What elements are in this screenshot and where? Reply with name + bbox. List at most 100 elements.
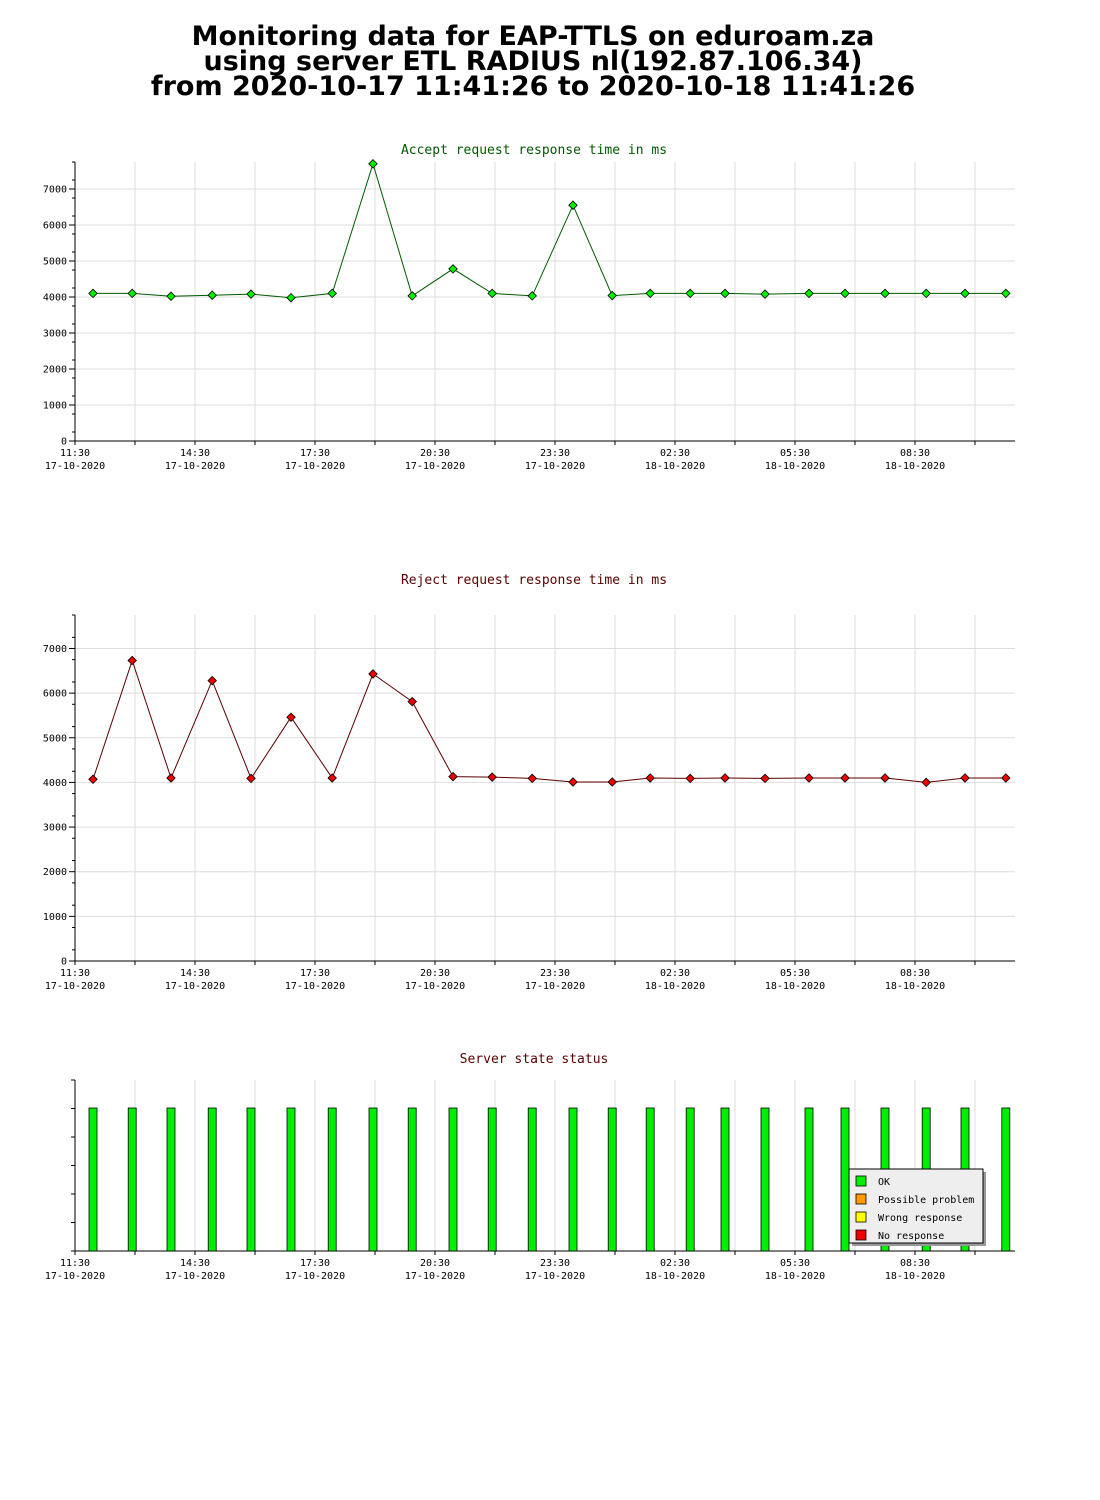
y-tick-label: 6000 [43, 221, 67, 232]
data-point [286, 712, 296, 723]
y-tick-label: 4000 [43, 293, 67, 304]
status-bar [487, 1107, 497, 1252]
data-point [487, 288, 497, 299]
y-tick-label: 2000 [43, 365, 67, 376]
data-point [246, 289, 256, 299]
x-tick-time-label: 02:30 [660, 1258, 690, 1269]
x-tick-time-label: 17:30 [300, 968, 330, 979]
legend-box [848, 1168, 984, 1244]
data-point [487, 772, 497, 782]
status-bar [760, 1107, 770, 1252]
series-line [93, 162, 1006, 299]
status-bar [246, 1107, 256, 1252]
data-point [127, 655, 137, 666]
x-tick-date-label: 17-10-2020 [165, 1271, 225, 1282]
status-bar [127, 1107, 137, 1252]
status-bar [607, 1107, 617, 1252]
page-title: Monitoring data for EAP-TTLS on eduroam.… [0, 21, 1066, 100]
data-point [760, 773, 770, 784]
data-point [960, 773, 970, 783]
x-tick-time-label: 20:30 [420, 1258, 450, 1269]
x-tick-time-label: 20:30 [420, 968, 450, 979]
x-tick-time-label: 11:30 [60, 968, 90, 979]
status-bar [327, 1107, 337, 1252]
x-tick-date-label: 18-10-2020 [645, 1271, 705, 1282]
y-tick-label: 7000 [43, 644, 67, 655]
status-bar [840, 1107, 850, 1252]
status-bar [407, 1107, 417, 1252]
x-tick-time-label: 02:30 [660, 448, 690, 459]
data-point [685, 773, 695, 784]
data-point [368, 159, 378, 169]
y-tick-label: 0 [61, 957, 67, 968]
data-point [607, 290, 617, 301]
data-point [804, 288, 814, 299]
x-tick-date-label: 17-10-2020 [165, 981, 225, 992]
x-tick-date-label: 17-10-2020 [525, 461, 585, 472]
x-tick-date-label: 17-10-2020 [285, 1271, 345, 1282]
data-point [804, 773, 814, 783]
data-point [166, 291, 176, 302]
status-bar [527, 1107, 537, 1252]
x-tick-time-label: 14:30 [180, 968, 210, 979]
data-point [720, 773, 730, 783]
x-tick-time-label: 05:30 [780, 1258, 810, 1269]
data-point [527, 291, 537, 301]
page-title-line-2: using server ETL RADIUS nl(192.87.106.34… [203, 46, 863, 77]
x-tick-date-label: 17-10-2020 [285, 981, 345, 992]
x-tick-date-label: 18-10-2020 [645, 461, 705, 472]
status-bar [448, 1107, 458, 1252]
data-point [327, 288, 337, 299]
data-point [246, 773, 256, 784]
x-tick-date-label: 17-10-2020 [45, 981, 105, 992]
legend-swatch [855, 1193, 867, 1205]
data-point [607, 777, 617, 787]
data-point [88, 774, 98, 785]
series-line [92, 658, 1006, 783]
data-point [645, 288, 655, 299]
data-point [1001, 288, 1011, 299]
data-point [568, 200, 578, 210]
x-tick-date-label: 18-10-2020 [765, 1271, 825, 1282]
data-point [166, 773, 176, 783]
legend-label: OK [878, 1177, 890, 1188]
x-tick-date-label: 17-10-2020 [405, 1271, 465, 1282]
y-tick-label: 3000 [43, 823, 67, 834]
x-tick-time-label: 11:30 [60, 1258, 90, 1269]
x-tick-time-label: 23:30 [540, 1258, 570, 1269]
data-point [407, 696, 417, 707]
data-point [921, 777, 931, 788]
data-point [527, 773, 537, 784]
page-title-line-1: Monitoring data for EAP-TTLS on eduroam.… [191, 21, 875, 52]
legend-swatch [855, 1211, 867, 1223]
data-point [960, 288, 970, 299]
legend-swatch [855, 1175, 867, 1187]
x-tick-date-label: 17-10-2020 [165, 461, 225, 472]
y-tick-label: 5000 [43, 257, 67, 268]
data-point [327, 773, 337, 783]
data-point [880, 773, 890, 783]
x-tick-time-label: 17:30 [300, 1258, 330, 1269]
x-tick-date-label: 18-10-2020 [645, 981, 705, 992]
data-point [685, 288, 695, 299]
y-tick-label: 3000 [43, 329, 67, 340]
server-state-chart: Server state status 11:30 17-10-2020 14:30 1… [45, 1052, 1015, 1282]
x-tick-date-label: 18-10-2020 [885, 461, 945, 472]
data-point [568, 777, 578, 787]
x-tick-date-label: 17-10-2020 [525, 981, 585, 992]
x-tick-time-label: 02:30 [660, 968, 690, 979]
x-tick-time-label: 23:30 [540, 968, 570, 979]
y-tick-label: 1000 [43, 401, 67, 412]
chart-title: Reject request response time in ms [401, 573, 667, 588]
x-tick-time-label: 20:30 [420, 448, 450, 459]
x-tick-date-label: 18-10-2020 [765, 461, 825, 472]
data-point [840, 288, 850, 299]
data-point [921, 288, 931, 299]
status-bar [368, 1107, 378, 1252]
status-bar [720, 1107, 730, 1252]
data-point [207, 675, 217, 686]
data-point [1001, 773, 1011, 783]
x-tick-time-label: 05:30 [780, 968, 810, 979]
data-point [880, 288, 890, 299]
y-tick-label: 4000 [43, 778, 67, 789]
